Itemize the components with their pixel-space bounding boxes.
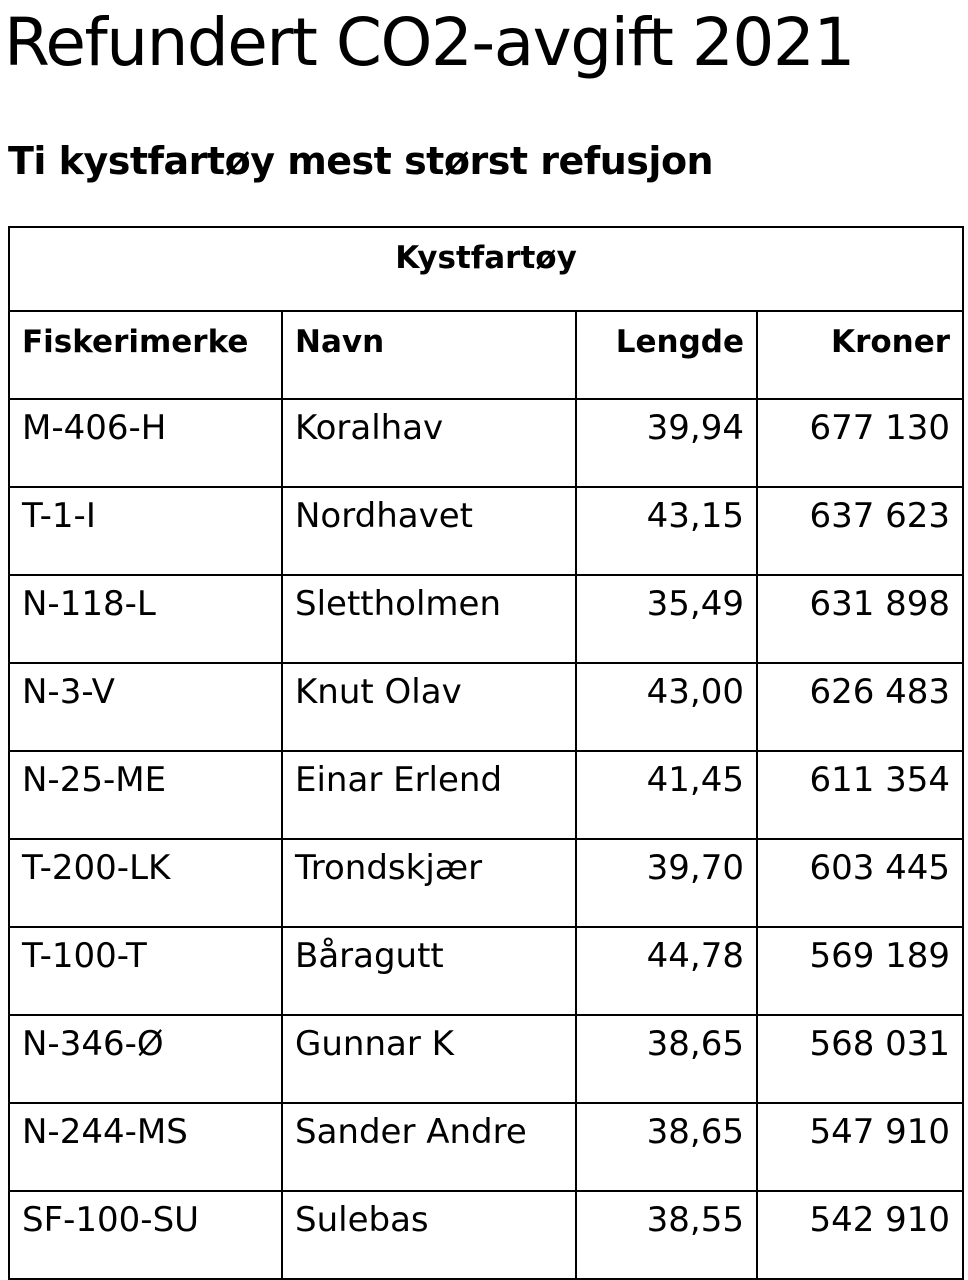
cell-navn: Koralhav [281, 398, 577, 488]
cell-lengde: 39,94 [575, 398, 758, 488]
table-body: M-406-H Koralhav 39,94 677 130 T-1-I Nordhave… [8, 398, 965, 1280]
column-header-navn: Navn [281, 310, 577, 400]
cell-navn: Nordhavet [281, 486, 577, 576]
cell-fiskerimerke: N-3-V [8, 662, 283, 752]
table-row: N-346-Ø Gunnar K 38,65 568 031 [8, 1014, 965, 1104]
cell-fiskerimerke: SF-100-SU [8, 1190, 283, 1280]
cell-fiskerimerke: N-346-Ø [8, 1014, 283, 1104]
table-row: M-406-H Koralhav 39,94 677 130 [8, 398, 965, 488]
cell-kroner: 568 031 [755, 1014, 965, 1104]
cell-fiskerimerke: N-118-L [8, 574, 283, 664]
cell-kroner: 677 130 [755, 398, 965, 488]
cell-fiskerimerke: T-100-T [8, 926, 283, 1016]
table-row: N-25-ME Einar Erlend 41,45 611 354 [8, 750, 965, 840]
cell-fiskerimerke: T-200-LK [8, 838, 283, 928]
cell-lengde: 41,45 [575, 750, 758, 840]
cell-lengde: 38,65 [575, 1102, 758, 1192]
cell-kroner: 547 910 [755, 1102, 965, 1192]
cell-navn: Trondskjær [281, 838, 577, 928]
cell-kroner: 542 910 [755, 1190, 965, 1280]
table-row: N-3-V Knut Olav 43,00 626 483 [8, 662, 965, 752]
cell-kroner: 569 189 [755, 926, 965, 1016]
table-row: T-1-I Nordhavet 43,15 637 623 [8, 486, 965, 576]
cell-navn: Sulebas [281, 1190, 577, 1280]
cell-fiskerimerke: N-25-ME [8, 750, 283, 840]
cell-lengde: 43,00 [575, 662, 758, 752]
cell-navn: Gunnar K [281, 1014, 577, 1104]
cell-lengde: 38,65 [575, 1014, 758, 1104]
cell-lengde: 43,15 [575, 486, 758, 576]
table-row: T-200-LK Trondskjær 39,70 603 445 [8, 838, 965, 928]
cell-kroner: 626 483 [755, 662, 965, 752]
cell-kroner: 603 445 [755, 838, 965, 928]
cell-navn: Knut Olav [281, 662, 577, 752]
column-header-lengde: Lengde [575, 310, 758, 400]
cell-navn: Einar Erlend [281, 750, 577, 840]
column-header-kroner: Kroner [755, 310, 965, 400]
cell-lengde: 38,55 [575, 1190, 758, 1280]
table-row: T-100-T Båragutt 44,78 569 189 [8, 926, 965, 1016]
table-header-row: Fiskerimerke Navn Lengde Kroner [8, 310, 965, 400]
group-header-kystfartoy: Kystfartøy [7, 226, 965, 312]
table-row: SF-100-SU Sulebas 38,55 542 910 [8, 1190, 965, 1280]
table-row: N-244-MS Sander Andre 38,65 547 910 [8, 1102, 965, 1192]
cell-kroner: 637 623 [755, 486, 965, 576]
table-row: N-118-L Slettholmen 35,49 631 898 [8, 574, 965, 664]
page-title: Refundert CO2-avgift 2021 [4, 4, 855, 81]
column-header-fiskerimerke: Fiskerimerke [8, 310, 283, 400]
table-group-header-row: Kystfartøy [7, 226, 965, 312]
cell-fiskerimerke: T-1-I [8, 486, 283, 576]
cell-navn: Båragutt [281, 926, 577, 1016]
page-subtitle: Ti kystfartøy mest størst refusjon [8, 139, 714, 183]
cell-kroner: 611 354 [755, 750, 965, 840]
refund-table: Kystfartøy Fiskerimerke Navn Lengde Kron… [7, 226, 965, 1280]
cell-lengde: 35,49 [575, 574, 758, 664]
cell-kroner: 631 898 [755, 574, 965, 664]
cell-lengde: 44,78 [575, 926, 758, 1016]
cell-fiskerimerke: N-244-MS [8, 1102, 283, 1192]
cell-navn: Sander Andre [281, 1102, 577, 1192]
cell-fiskerimerke: M-406-H [8, 398, 283, 488]
cell-navn: Slettholmen [281, 574, 577, 664]
cell-lengde: 39,70 [575, 838, 758, 928]
